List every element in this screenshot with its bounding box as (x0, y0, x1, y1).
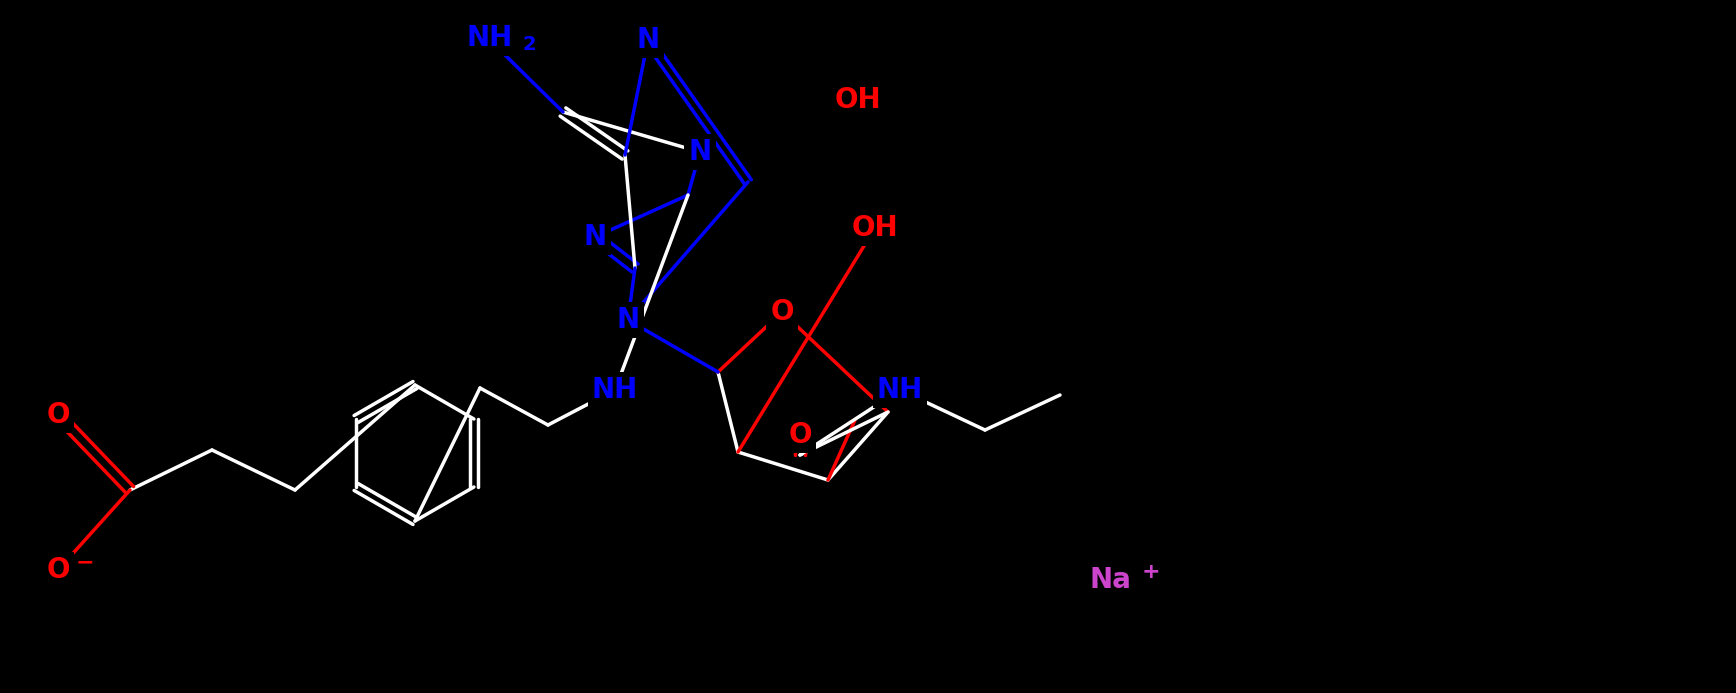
Text: NH: NH (467, 24, 514, 52)
Text: O: O (771, 298, 793, 326)
Text: 2: 2 (523, 35, 536, 55)
Text: O: O (788, 421, 812, 449)
Text: N: N (616, 306, 639, 334)
Text: N: N (583, 223, 606, 251)
Text: Na: Na (1088, 566, 1130, 594)
Text: NH: NH (877, 376, 924, 404)
Text: −: − (76, 552, 95, 572)
Text: NH: NH (592, 376, 639, 404)
Text: O: O (47, 556, 69, 584)
Text: OH: OH (835, 86, 882, 114)
Text: OH: OH (852, 214, 898, 242)
Text: N: N (689, 138, 712, 166)
Text: N: N (637, 26, 660, 54)
Text: O: O (47, 401, 69, 429)
Text: +: + (1142, 562, 1161, 582)
